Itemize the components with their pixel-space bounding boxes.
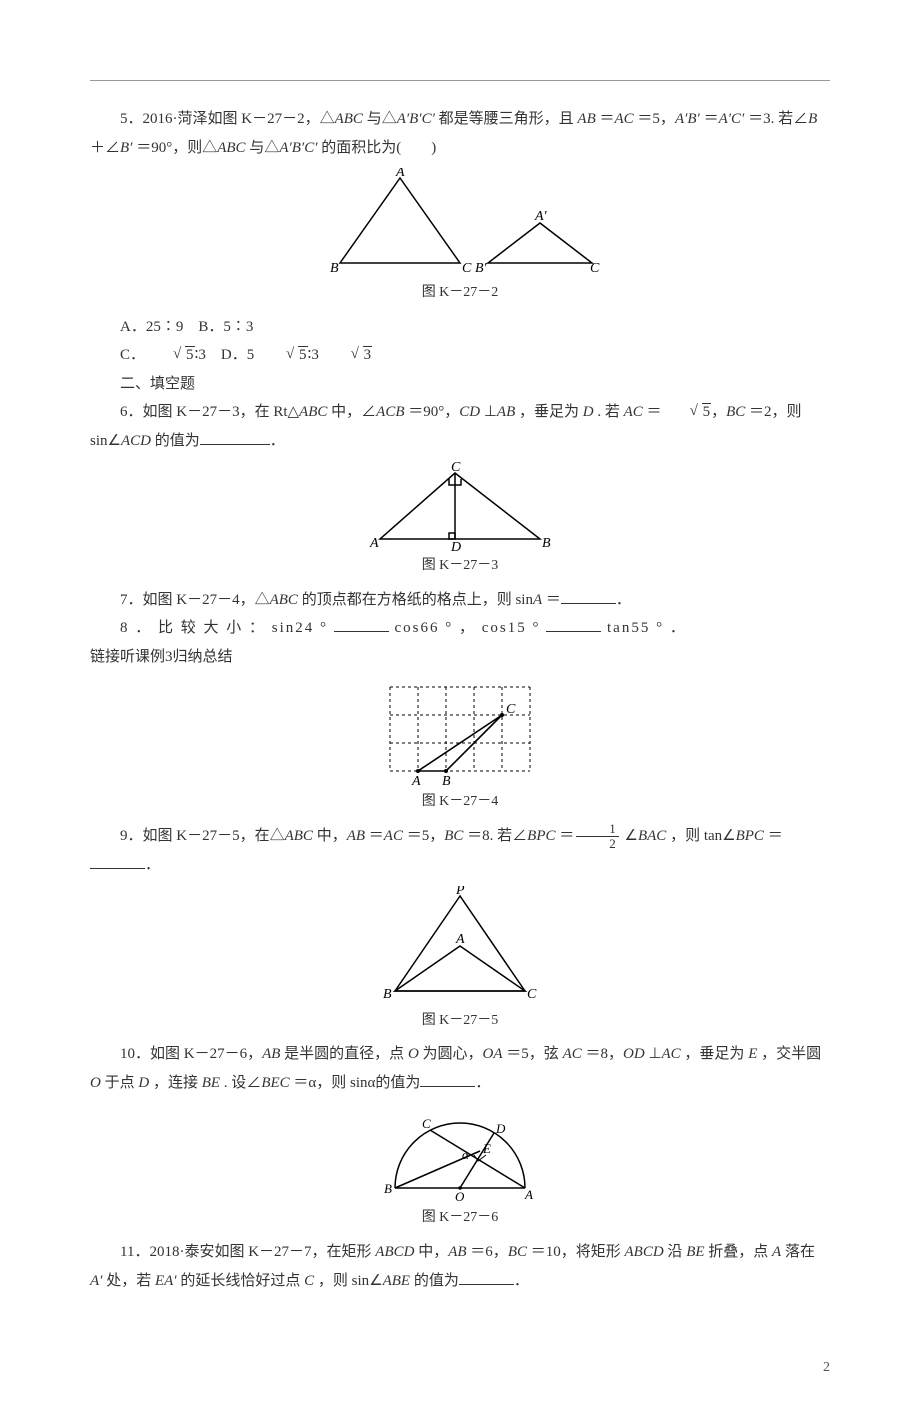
svg-text:C: C — [451, 461, 461, 475]
svg-text:B: B — [442, 774, 451, 787]
blank-q11[interactable] — [459, 1269, 514, 1285]
svg-text:B: B — [384, 1181, 392, 1196]
blank-q10[interactable] — [420, 1071, 475, 1087]
q5-optAB: A．25∶9 B．5∶3 — [90, 313, 830, 342]
caption-k27-2: 图 K－27－2 — [90, 280, 830, 307]
figure-k27-3: A B C D — [360, 461, 560, 551]
figure-k27-6: A B C D E O α — [370, 1103, 550, 1203]
lbl-Ap: A′ — [534, 209, 548, 224]
svg-text:C: C — [422, 1116, 431, 1131]
q11-text: 11．2018·泰安如图 K－27－7，在矩形 ABCD 中，AB ＝6，BC … — [90, 1238, 830, 1295]
q5-optCD: C．5∶3 D．5 5∶3 3 — [90, 341, 830, 370]
lbl-A: A — [395, 168, 405, 180]
q5-text: 5．2016·菏泽如图 K－27－2，△ABC 与△A′B′C′ 都是等腰三角形… — [90, 105, 830, 162]
svg-text:A: A — [455, 932, 465, 947]
figure-k27-5: P A B C — [370, 886, 550, 1006]
svg-text:A: A — [369, 536, 379, 551]
q5-t3: 都是等腰三角形，且 — [439, 111, 578, 127]
blank-q6[interactable] — [200, 429, 270, 445]
svg-text:C: C — [527, 987, 537, 1002]
q7-text: 7．如图 K－27－4，△ABC 的顶点都在方格纸的格点上，则 sinA ＝． — [90, 586, 830, 615]
lbl-Cp: C′ — [590, 261, 600, 276]
q5-t10: 与△ — [249, 140, 279, 156]
lbl-B: B — [330, 261, 339, 276]
q5-t9: ＝90°，则△ — [136, 140, 217, 156]
svg-text:D: D — [495, 1121, 506, 1136]
svg-text:B: B — [542, 536, 551, 551]
svg-text:D: D — [450, 540, 461, 551]
q6-text: 6．如图 K－27－3，在 Rt△ABC 中，∠ACB ＝90°，CD ⊥AB … — [90, 398, 830, 455]
svg-text:O: O — [455, 1189, 465, 1203]
q5-t6: ＝ — [704, 111, 719, 127]
page-number: 2 — [90, 1355, 830, 1382]
svg-text:E: E — [482, 1141, 491, 1156]
header-rule — [90, 80, 830, 81]
svg-text:A: A — [524, 1187, 533, 1202]
svg-text:B: B — [383, 987, 392, 1002]
caption-k27-6: 图 K－27－6 — [90, 1205, 830, 1232]
q5-t8: ＋∠ — [90, 140, 120, 156]
q5-t4: ＝ — [599, 111, 614, 127]
caption-k27-5: 图 K－27－5 — [90, 1008, 830, 1035]
figure-k27-4: A B C — [370, 677, 550, 787]
svg-text:C: C — [506, 702, 516, 717]
q10-text: 10．如图 K－27－6，AB 是半圆的直径，点 O 为圆心，OA ＝5，弦 A… — [90, 1040, 830, 1097]
blank-q9[interactable] — [90, 853, 145, 869]
q5-t1: 5．2016·菏泽如图 K－27－2，△ — [120, 111, 335, 127]
section-2-heading: 二、填空题 — [90, 370, 830, 399]
q5-t11: 的面积比为( ) — [321, 140, 436, 156]
svg-text:A: A — [411, 774, 421, 787]
lbl-Bp: B′ — [475, 261, 488, 276]
blank-q8a[interactable] — [334, 616, 389, 632]
caption-k27-3: 图 K－27－3 — [90, 553, 830, 580]
page-container: 5．2016·菏泽如图 K－27－2，△ A B C 与△ A′ B′ C′ 都是等腰三角形… — [0, 0, 920, 1422]
q5-t2: 与△ — [367, 111, 397, 127]
q9-text: 9．如图 K－27－5，在△ABC 中，AB ＝AC ＝5，BC ＝8. 若∠B… — [90, 822, 830, 852]
q8-link: 链接听课例3归纳总结 — [90, 643, 830, 672]
q5-t5: ＝5， — [637, 111, 675, 127]
q5-t7: ＝3. 若∠ — [748, 111, 808, 127]
blank-q7[interactable] — [561, 588, 616, 604]
q9-tail: ． — [90, 851, 830, 880]
q8-text: 8 ． 比 较 大 小 ： sin24 ° cos66 ° ， cos15 ° … — [90, 614, 830, 643]
lbl-C: C — [462, 261, 472, 276]
svg-text:α: α — [462, 1147, 470, 1162]
blank-q8b[interactable] — [546, 616, 601, 632]
svg-text:P: P — [455, 886, 465, 898]
caption-k27-4: 图 K－27－4 — [90, 789, 830, 816]
figure-k27-2: A B C A′ B′ C′ — [320, 168, 600, 278]
